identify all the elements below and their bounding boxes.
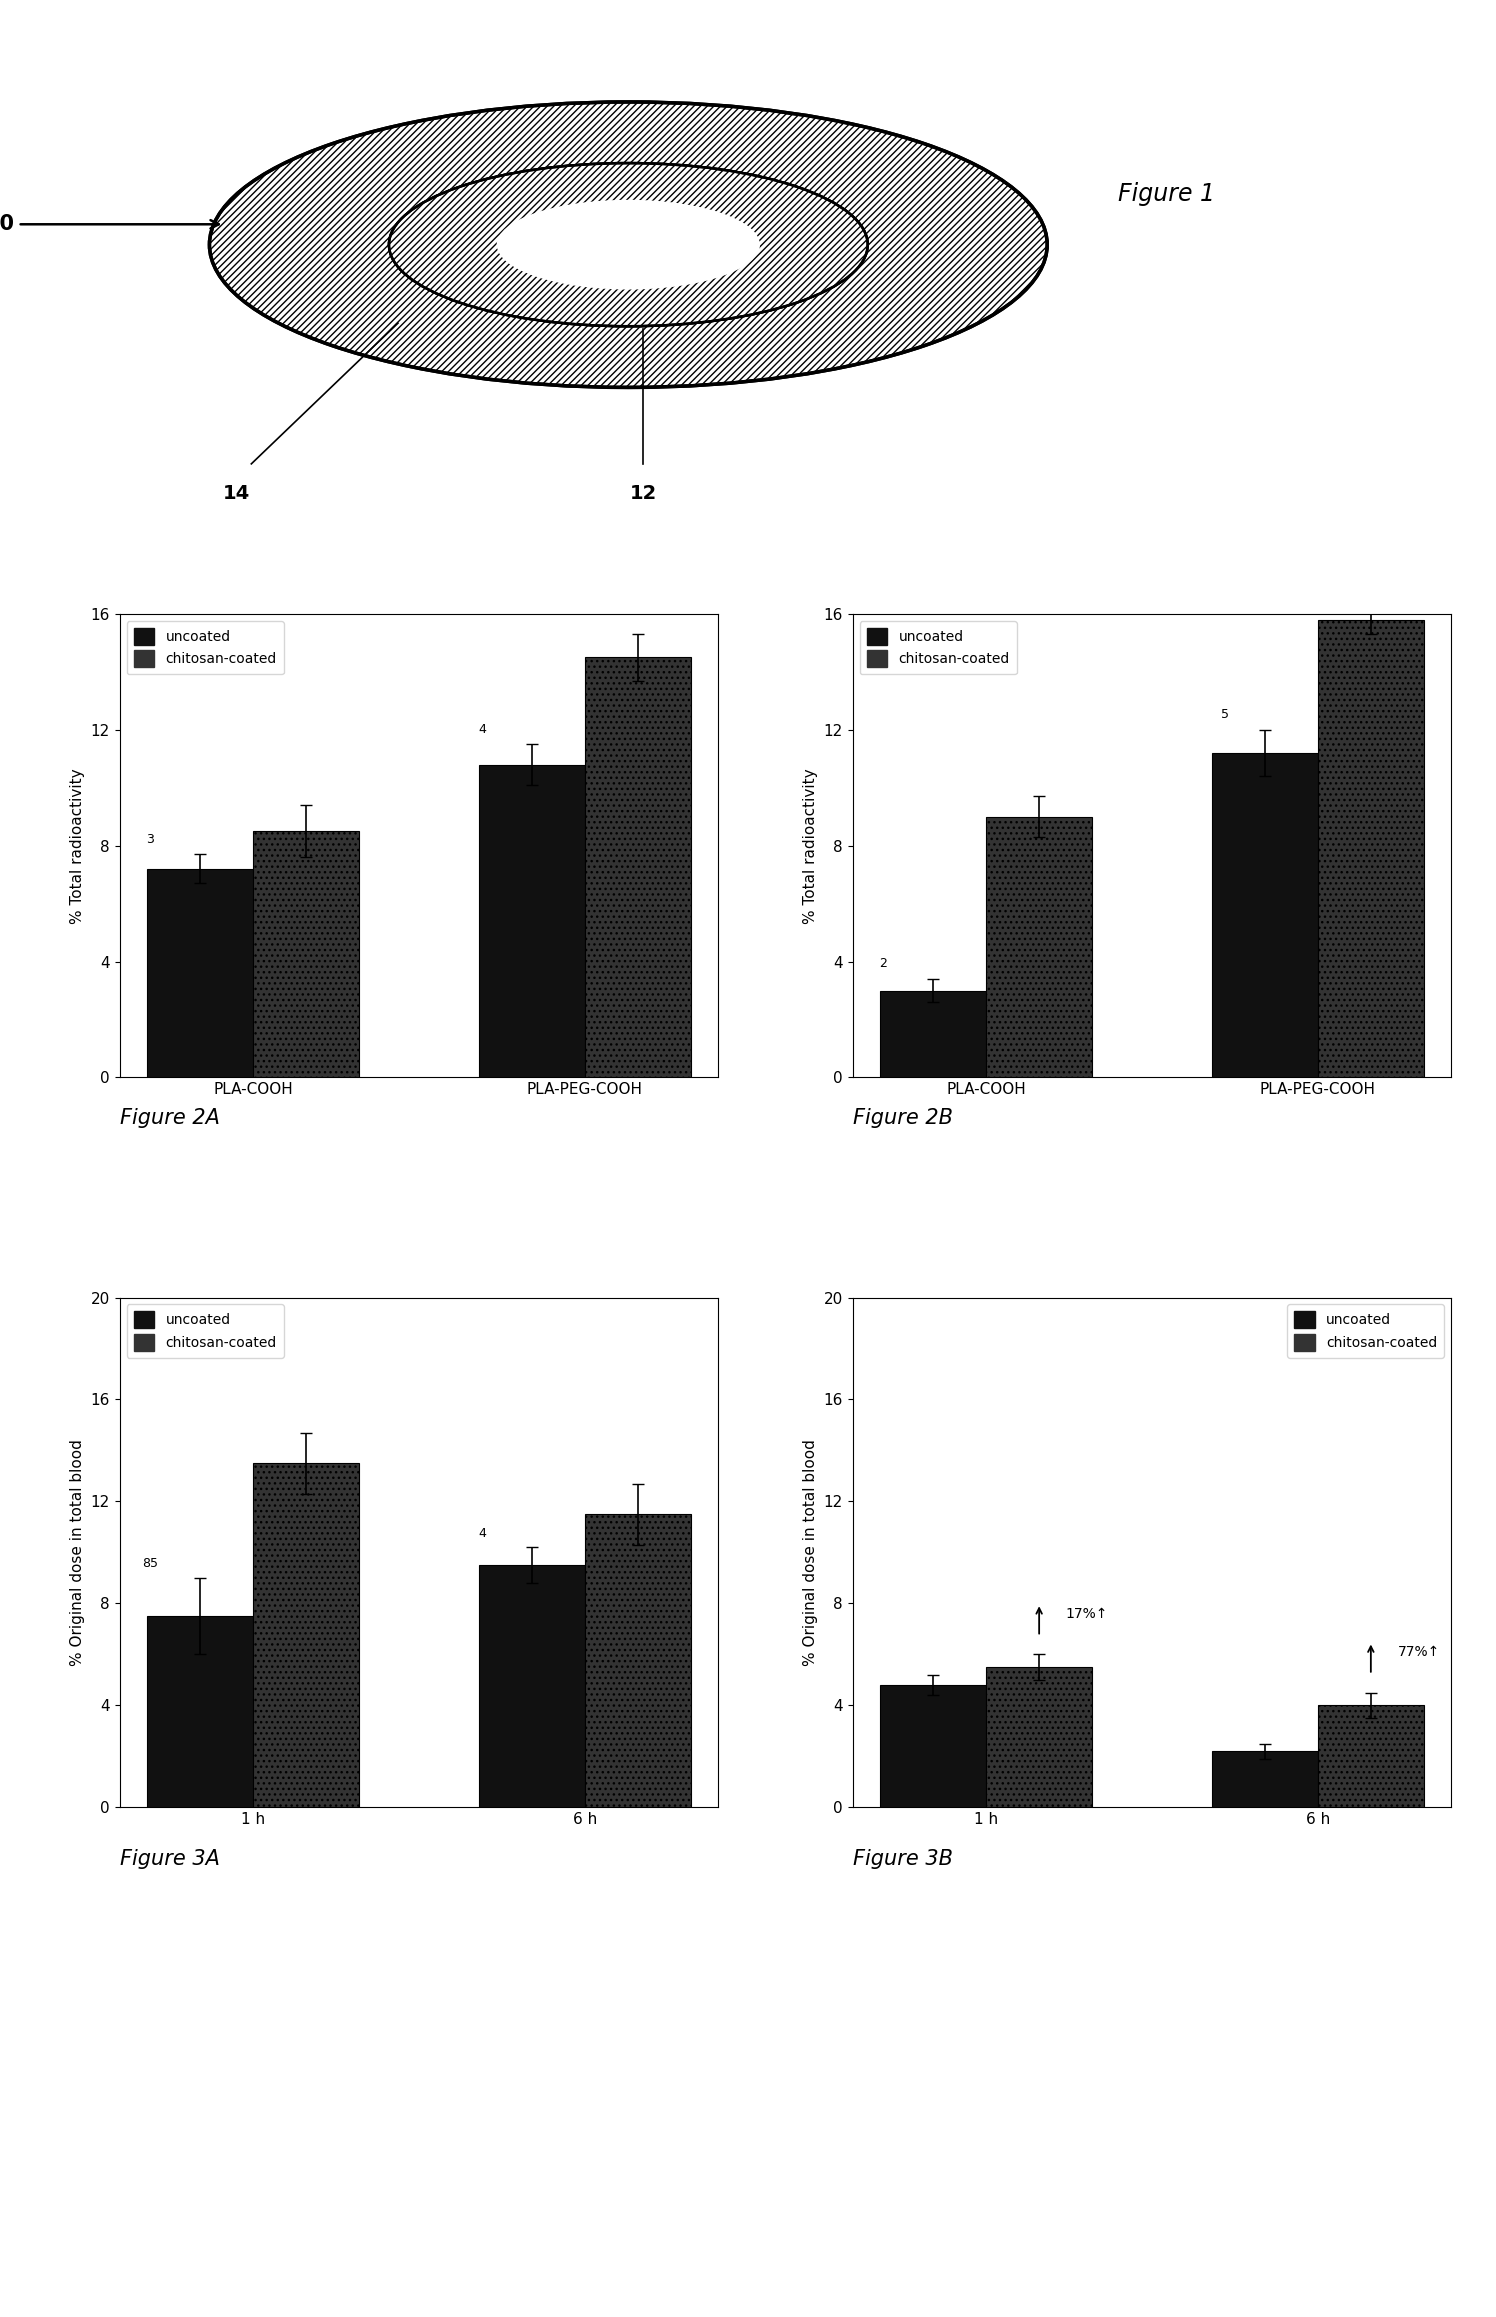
Bar [253,832,359,1077]
Text: Figure 1: Figure 1 [1119,181,1215,206]
Circle shape [389,162,868,327]
Y-axis label: % Total radioactivity: % Total radioactivity [803,767,818,924]
Bar [986,1668,1092,1807]
Bar [986,816,1092,1077]
Circle shape [389,162,868,327]
Bar [147,1617,253,1807]
Bar [253,1464,359,1807]
Bar [479,1566,585,1807]
Text: Figure 3A: Figure 3A [120,1849,220,1870]
Legend: uncoated, chitosan-coated: uncoated, chitosan-coated [127,621,284,674]
Text: Figure 3B: Figure 3B [853,1849,953,1870]
Text: 4: 4 [477,1527,486,1538]
Bar [147,869,253,1077]
Y-axis label: % Original dose in total blood: % Original dose in total blood [803,1439,818,1666]
Y-axis label: % Original dose in total blood: % Original dose in total blood [70,1439,85,1666]
Legend: uncoated, chitosan-coated: uncoated, chitosan-coated [127,1304,284,1358]
Legend: uncoated, chitosan-coated: uncoated, chitosan-coated [1287,1304,1444,1358]
Circle shape [209,102,1047,387]
Bar [1318,619,1424,1077]
Text: 4: 4 [477,723,486,734]
Text: 10: 10 [0,213,218,234]
Text: 2: 2 [880,957,887,971]
Circle shape [497,199,760,290]
Text: 5: 5 [1221,709,1228,721]
Bar [1212,753,1318,1077]
Bar [1212,1752,1318,1807]
Bar [585,1515,691,1807]
Bar [585,658,691,1077]
Legend: uncoated, chitosan-coated: uncoated, chitosan-coated [860,621,1017,674]
Text: 77%↑: 77%↑ [1397,1645,1439,1659]
Bar [1318,1705,1424,1807]
Text: Figure 2A: Figure 2A [120,1108,220,1128]
Bar [880,992,986,1077]
Text: 12: 12 [630,484,657,503]
Y-axis label: % Total radioactivity: % Total radioactivity [70,767,85,924]
Text: 17%↑: 17%↑ [1065,1608,1109,1622]
Text: 85: 85 [142,1557,159,1571]
Bar [479,765,585,1077]
Circle shape [396,167,860,324]
Bar [880,1684,986,1807]
Text: 14: 14 [223,484,250,503]
Text: 3: 3 [147,832,154,846]
Text: Figure 2B: Figure 2B [853,1108,953,1128]
